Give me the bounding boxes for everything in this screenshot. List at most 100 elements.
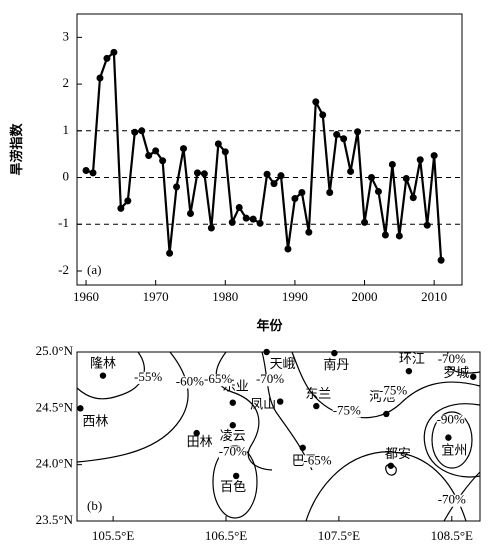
contour-line	[261, 351, 313, 471]
data-point	[402, 174, 410, 182]
label-background	[303, 455, 332, 468]
y-tick-label: 23.5°N	[36, 512, 74, 527]
y-tick-label: 0	[63, 169, 70, 184]
x-tick-label: 1970	[143, 289, 169, 304]
data-point	[131, 128, 139, 136]
y-tick-label: 3	[63, 28, 70, 43]
data-point	[312, 98, 320, 106]
plot-frame	[76, 13, 463, 286]
label-background	[175, 376, 204, 389]
x-axis-label: 年份	[256, 318, 283, 333]
station-name: 田林	[187, 434, 213, 449]
x-tick-label: 1960	[73, 289, 99, 304]
data-point	[347, 167, 355, 175]
data-point	[117, 204, 125, 212]
contours	[76, 351, 481, 522]
contour-label: -90%	[437, 412, 465, 427]
data-point	[423, 221, 431, 229]
y-axis-label: 旱涝指数	[9, 123, 24, 176]
data-point	[200, 170, 208, 178]
data-line	[85, 49, 443, 261]
contour-line	[443, 471, 481, 522]
station-marker	[383, 410, 390, 418]
station-marker	[387, 462, 395, 469]
contour-label: -70%	[219, 443, 247, 458]
data-point	[110, 48, 118, 56]
contour-line	[212, 445, 258, 519]
data-point	[173, 183, 181, 191]
label-background	[436, 414, 465, 427]
data-point	[96, 74, 104, 82]
map-frame	[76, 351, 481, 522]
data-point	[354, 128, 362, 136]
data-point	[270, 180, 278, 188]
data-point	[430, 152, 438, 160]
x-tick-label: 107.5°E	[318, 528, 360, 543]
data-point	[291, 195, 299, 203]
data-point	[207, 224, 215, 232]
data-point	[381, 231, 389, 239]
data-point	[221, 148, 229, 156]
data-point	[159, 157, 167, 165]
contour-line	[385, 463, 397, 476]
x-tick-label: 2000	[352, 289, 378, 304]
label-background	[437, 494, 466, 507]
data-point	[193, 169, 201, 177]
data-point	[145, 152, 153, 160]
panel-label: (a)	[87, 262, 101, 277]
data-point	[186, 210, 194, 218]
station-marker	[229, 399, 236, 406]
data-point	[298, 188, 306, 196]
x-tick-label: 1990	[282, 289, 308, 304]
contour-label: -75%	[379, 382, 407, 397]
data-point	[152, 147, 160, 155]
station-name: 宜州	[441, 443, 467, 458]
data-point	[235, 203, 243, 211]
y-tick-label: 2	[63, 75, 70, 90]
x-tick-label: 105.5°E	[92, 528, 134, 543]
label-background	[379, 385, 408, 398]
data-point	[124, 197, 132, 205]
x-tick-label: 106.5°E	[205, 528, 247, 543]
data-point	[326, 188, 334, 196]
station-marker	[313, 402, 320, 410]
data-point	[395, 232, 403, 240]
y-tick-label: 24.5°N	[36, 399, 74, 414]
data-point	[166, 249, 174, 257]
data-point	[284, 245, 292, 253]
y-tick-label: -2	[58, 262, 69, 277]
station-name: 罗城	[443, 365, 469, 380]
contour-label: -65%	[204, 371, 232, 386]
data-point	[340, 135, 348, 143]
station-marker	[193, 429, 200, 437]
station-marker	[263, 348, 270, 356]
data-point	[138, 127, 146, 135]
data-point	[242, 214, 250, 222]
data-point	[333, 131, 341, 139]
contour-label: -75%	[333, 403, 361, 418]
data-point	[277, 172, 285, 180]
y-tick-label: 1	[63, 122, 70, 137]
station-marker	[77, 405, 84, 412]
label-background	[218, 446, 247, 459]
station-marker	[276, 398, 284, 405]
station-name: 西林	[82, 413, 108, 428]
data-point	[388, 160, 396, 168]
data-point	[180, 145, 188, 153]
x-tick-label: 108.5°E	[431, 528, 473, 543]
data-point	[367, 174, 375, 182]
contour-label: -70%	[256, 371, 284, 386]
station-marker	[229, 422, 236, 429]
contour-label: -60%	[176, 373, 204, 388]
station-name: 凤山	[250, 397, 276, 412]
data-point	[437, 256, 445, 264]
data-point	[249, 215, 257, 223]
station-name: 南丹	[323, 357, 349, 372]
station-marker	[445, 434, 452, 441]
contour-label: -70%	[438, 492, 466, 507]
contour-label: -70%	[438, 351, 466, 366]
contour-line	[291, 351, 481, 419]
data-point	[361, 218, 369, 226]
station-marker	[232, 472, 240, 480]
